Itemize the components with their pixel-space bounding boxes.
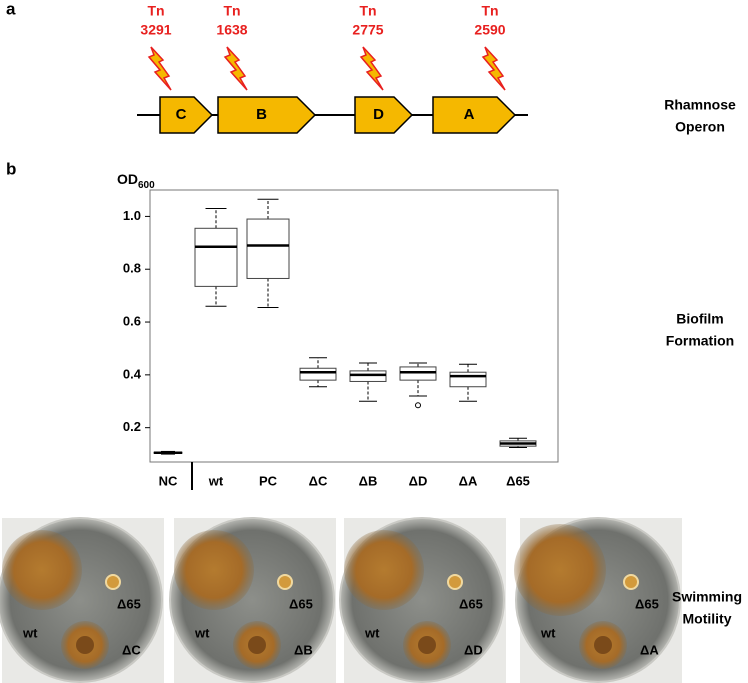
x-tick-label: PC (259, 473, 278, 488)
mutant-core (248, 636, 266, 654)
plate-label: Δ65 (635, 596, 659, 611)
tn-id: 2590 (474, 22, 505, 38)
plate-label: ΔD (464, 642, 483, 657)
side-caption: Motility (683, 611, 732, 627)
small-colony (623, 574, 639, 590)
plate-label: wt (540, 625, 556, 640)
box (349, 370, 387, 382)
plate-label: ΔB (294, 642, 313, 657)
gene-arrow (159, 96, 214, 134)
side-caption: Rhamnose (664, 97, 736, 113)
insertion-bolt (223, 46, 248, 91)
box (246, 218, 290, 279)
plate-label: Δ65 (289, 596, 313, 611)
plate-label: ΔA (640, 642, 659, 657)
y-tick-label: 0.2 (123, 419, 141, 434)
x-tick-label: ΔB (359, 473, 378, 488)
tn-label: Tn (359, 3, 376, 19)
x-tick-label: ΔC (309, 473, 328, 488)
plot-frame (149, 189, 559, 463)
y-tick-label: 1.0 (123, 208, 141, 223)
small-colony (447, 574, 463, 590)
tn-id: 3291 (140, 22, 171, 38)
insertion-bolt (147, 46, 172, 91)
insertion-bolt (359, 46, 384, 91)
side-caption: Formation (666, 333, 734, 349)
wt-colony (2, 530, 82, 610)
gene-label: C (176, 106, 187, 123)
gene-label: A (464, 106, 475, 123)
x-tick-label: ΔD (409, 473, 428, 488)
gene-arrow (432, 96, 517, 134)
tn-label: Tn (481, 3, 498, 19)
tn-id: 1638 (216, 22, 247, 38)
wt-colony (514, 524, 606, 616)
plate-label: Δ65 (459, 596, 483, 611)
x-tick-label: wt (208, 473, 224, 488)
wt-colony (174, 530, 254, 610)
gene-arrow (217, 96, 317, 134)
gene-label: D (373, 106, 384, 123)
box (399, 366, 437, 381)
plate-label: wt (364, 625, 380, 640)
tn-id: 2775 (352, 22, 383, 38)
outlier (415, 402, 421, 409)
tn-label: Tn (147, 3, 164, 19)
side-caption: Operon (675, 119, 725, 135)
plate-label: wt (22, 625, 38, 640)
y-axis-label: OD600 (117, 171, 155, 191)
y-label-subscript: 600 (138, 180, 155, 191)
wt-colony (344, 530, 424, 610)
box (194, 227, 238, 287)
plate-label: ΔC (122, 642, 141, 657)
box (449, 371, 487, 388)
y-tick-label: 0.8 (123, 261, 141, 276)
x-tick-label: ΔA (459, 473, 478, 488)
gene-arrow (354, 96, 414, 134)
gene-label: B (256, 106, 267, 123)
x-tick-label: Δ65 (506, 473, 530, 488)
box (299, 367, 337, 381)
panel-label: b (6, 159, 16, 178)
insertion-bolt (481, 46, 506, 91)
x-tick-label: NC (159, 473, 178, 488)
mutant-core (76, 636, 94, 654)
y-tick-label: 0.4 (123, 366, 142, 381)
panel-label: a (6, 0, 16, 18)
plate-label: Δ65 (117, 596, 141, 611)
small-colony (277, 574, 293, 590)
tn-label: Tn (223, 3, 240, 19)
side-caption: Biofilm (676, 311, 723, 327)
side-caption: Swimming (672, 589, 742, 605)
small-colony (105, 574, 121, 590)
plate-label: wt (194, 625, 210, 640)
y-label-main: OD (117, 171, 138, 187)
y-tick-label: 0.6 (123, 313, 141, 328)
mutant-core (418, 636, 436, 654)
mutant-core (594, 636, 612, 654)
